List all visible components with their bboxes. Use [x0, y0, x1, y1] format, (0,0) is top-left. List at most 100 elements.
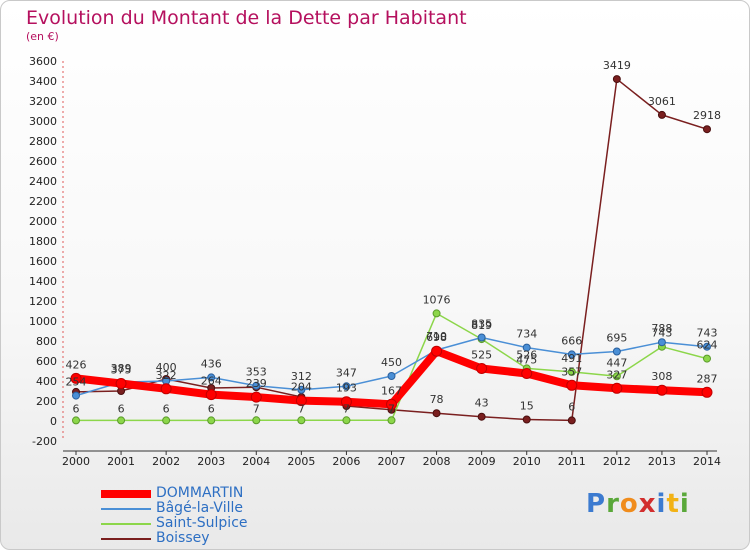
- x-tick-label: 2012: [603, 455, 631, 468]
- data-label: 308: [651, 370, 672, 383]
- y-tick-label: 1000: [29, 315, 57, 328]
- data-point: [205, 389, 217, 401]
- x-tick-label: 2011: [558, 455, 586, 468]
- legend-label: DOMMARTIN: [156, 485, 244, 501]
- data-point: [567, 367, 576, 376]
- y-tick-label: 3000: [29, 115, 57, 128]
- data-label: 287: [697, 372, 718, 385]
- data-label: 7: [253, 402, 260, 415]
- data-label: 7: [343, 402, 350, 415]
- data-label: 389: [111, 362, 132, 375]
- proxiti-logo: Proxiti: [586, 489, 690, 519]
- data-label: 78: [430, 393, 444, 406]
- data-point: [72, 416, 80, 425]
- x-tick-label: 2009: [468, 455, 496, 468]
- data-label: 264: [201, 375, 222, 388]
- x-tick-label: 2006: [332, 455, 360, 468]
- y-tick-label: 800: [36, 335, 57, 348]
- data-label: 743: [651, 327, 672, 340]
- y-tick-label: 2400: [29, 175, 57, 188]
- data-label: 204: [291, 381, 312, 394]
- data-label: 743: [697, 327, 718, 340]
- data-point: [656, 384, 668, 396]
- data-label: 6: [208, 402, 215, 415]
- legend-swatch: [101, 522, 151, 525]
- data-label: 624: [697, 339, 718, 352]
- data-label: 6: [73, 402, 80, 415]
- data-label: 357: [561, 365, 582, 378]
- data-label: 695: [606, 332, 627, 345]
- data-point: [342, 382, 351, 391]
- logo-letter: i: [656, 489, 667, 519]
- data-point: [207, 416, 216, 425]
- data-label: 347: [336, 366, 357, 379]
- y-tick-label: 3400: [29, 75, 57, 88]
- data-point: [342, 416, 351, 425]
- data-point: [431, 345, 443, 357]
- chart-legend: DOMMARTIN Bâgé-la-Ville Saint-Sulpice Bo…: [101, 486, 248, 546]
- data-label: 835: [471, 318, 492, 331]
- data-point: [386, 398, 397, 410]
- legend-label: Boissey: [156, 530, 210, 546]
- y-tick-label: 1600: [29, 255, 57, 268]
- data-point: [340, 396, 352, 408]
- data-label: 436: [201, 357, 222, 370]
- data-label: 450: [381, 356, 402, 369]
- data-point: [567, 350, 576, 359]
- logo-letter: t: [666, 489, 680, 519]
- data-point: [522, 415, 531, 424]
- data-point: [72, 391, 80, 400]
- legend-swatch: [101, 489, 151, 498]
- x-tick-label: 2005: [287, 455, 315, 468]
- data-point: [432, 409, 441, 418]
- x-tick-label: 2013: [648, 455, 676, 468]
- y-tick-label: 0: [50, 415, 57, 428]
- data-point: [432, 309, 441, 318]
- data-label: 400: [156, 361, 177, 374]
- data-label: 43: [475, 397, 489, 410]
- data-label: 666: [561, 334, 582, 347]
- x-tick-label: 2001: [107, 455, 135, 468]
- data-point: [70, 372, 82, 384]
- data-point: [703, 342, 711, 351]
- x-tick-label: 2002: [152, 455, 180, 468]
- data-label: 491: [561, 352, 582, 365]
- data-label: 6: [163, 402, 170, 415]
- data-label: 327: [606, 368, 627, 381]
- data-point: [476, 363, 488, 374]
- data-label: 3061: [648, 95, 676, 108]
- data-point: [297, 416, 306, 425]
- data-label: 710: [426, 330, 447, 343]
- x-tick-label: 2003: [197, 455, 225, 468]
- data-label: 167: [381, 384, 402, 397]
- data-label: 6: [568, 400, 575, 413]
- data-point: [297, 385, 306, 394]
- logo-letter: P: [586, 489, 607, 519]
- data-point: [162, 416, 171, 425]
- data-point: [612, 372, 621, 381]
- y-tick-label: 2800: [29, 135, 57, 148]
- data-label: 698: [426, 331, 447, 344]
- data-label: 426: [66, 358, 87, 371]
- x-tick-label: 2000: [62, 455, 90, 468]
- data-label: 375: [111, 364, 132, 377]
- data-point: [522, 343, 531, 352]
- logo-letter: i: [679, 489, 690, 519]
- data-point: [703, 354, 711, 363]
- data-point: [612, 75, 621, 84]
- data-label: 819: [471, 319, 492, 332]
- logo-letter: o: [619, 489, 639, 519]
- x-tick-label: 2004: [242, 455, 270, 468]
- logo-letter: x: [638, 489, 657, 519]
- data-label: 353: [246, 366, 267, 379]
- x-tick-label: 2010: [513, 455, 541, 468]
- data-point: [567, 416, 576, 425]
- chart-title: Evolution du Montant de la Dette par Hab…: [26, 7, 467, 29]
- legend-swatch: [101, 537, 151, 540]
- legend-swatch: [101, 507, 151, 510]
- legend-label: Bâgé-la-Ville: [156, 500, 243, 516]
- data-point: [207, 373, 216, 382]
- data-label: 6: [118, 402, 125, 415]
